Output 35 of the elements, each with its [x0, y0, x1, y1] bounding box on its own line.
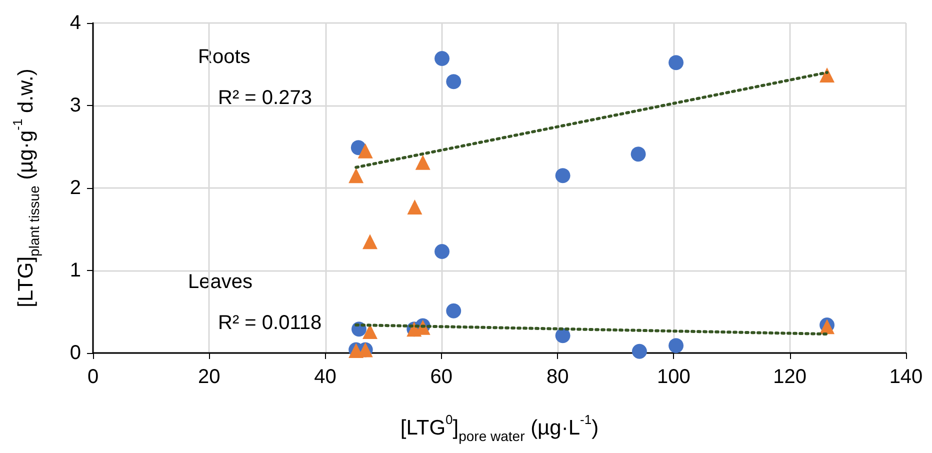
point	[630, 146, 646, 162]
point	[668, 55, 684, 70]
y-tick-label: 4	[70, 12, 81, 34]
x-tick-label: 20	[198, 366, 220, 388]
point	[407, 199, 422, 214]
point	[446, 303, 462, 318]
point	[415, 154, 430, 170]
annotation: R² = 0.0118	[218, 312, 322, 334]
point	[820, 67, 835, 82]
y-tick-label: 3	[70, 94, 81, 116]
point	[446, 74, 462, 90]
x-tick-label: 80	[546, 366, 569, 388]
point	[434, 50, 450, 66]
point	[358, 143, 373, 158]
x-tick-label: 140	[889, 366, 923, 388]
point	[555, 168, 570, 184]
point	[555, 328, 570, 344]
y-tick-label: 2	[70, 177, 81, 199]
annotation: Leaves	[188, 271, 252, 293]
y-axis-title: [LTG]plant tissue (µg·g-1 d.w.)	[10, 68, 42, 308]
y-tick-label: 1	[70, 260, 81, 282]
point	[668, 338, 684, 354]
x-tick-label: 120	[773, 366, 807, 388]
point	[434, 244, 450, 260]
x-tick-label: 0	[87, 366, 99, 388]
point	[362, 234, 378, 250]
annotation: Roots	[198, 46, 250, 68]
x-tick-label: 100	[657, 366, 690, 388]
annotation: R² = 0.273	[218, 87, 312, 109]
x-tick-label: 40	[314, 366, 336, 388]
x-tick-label: 60	[430, 366, 453, 388]
point	[362, 324, 378, 340]
point	[348, 168, 364, 184]
y-tick-label: 0	[70, 342, 81, 364]
point	[632, 344, 647, 359]
